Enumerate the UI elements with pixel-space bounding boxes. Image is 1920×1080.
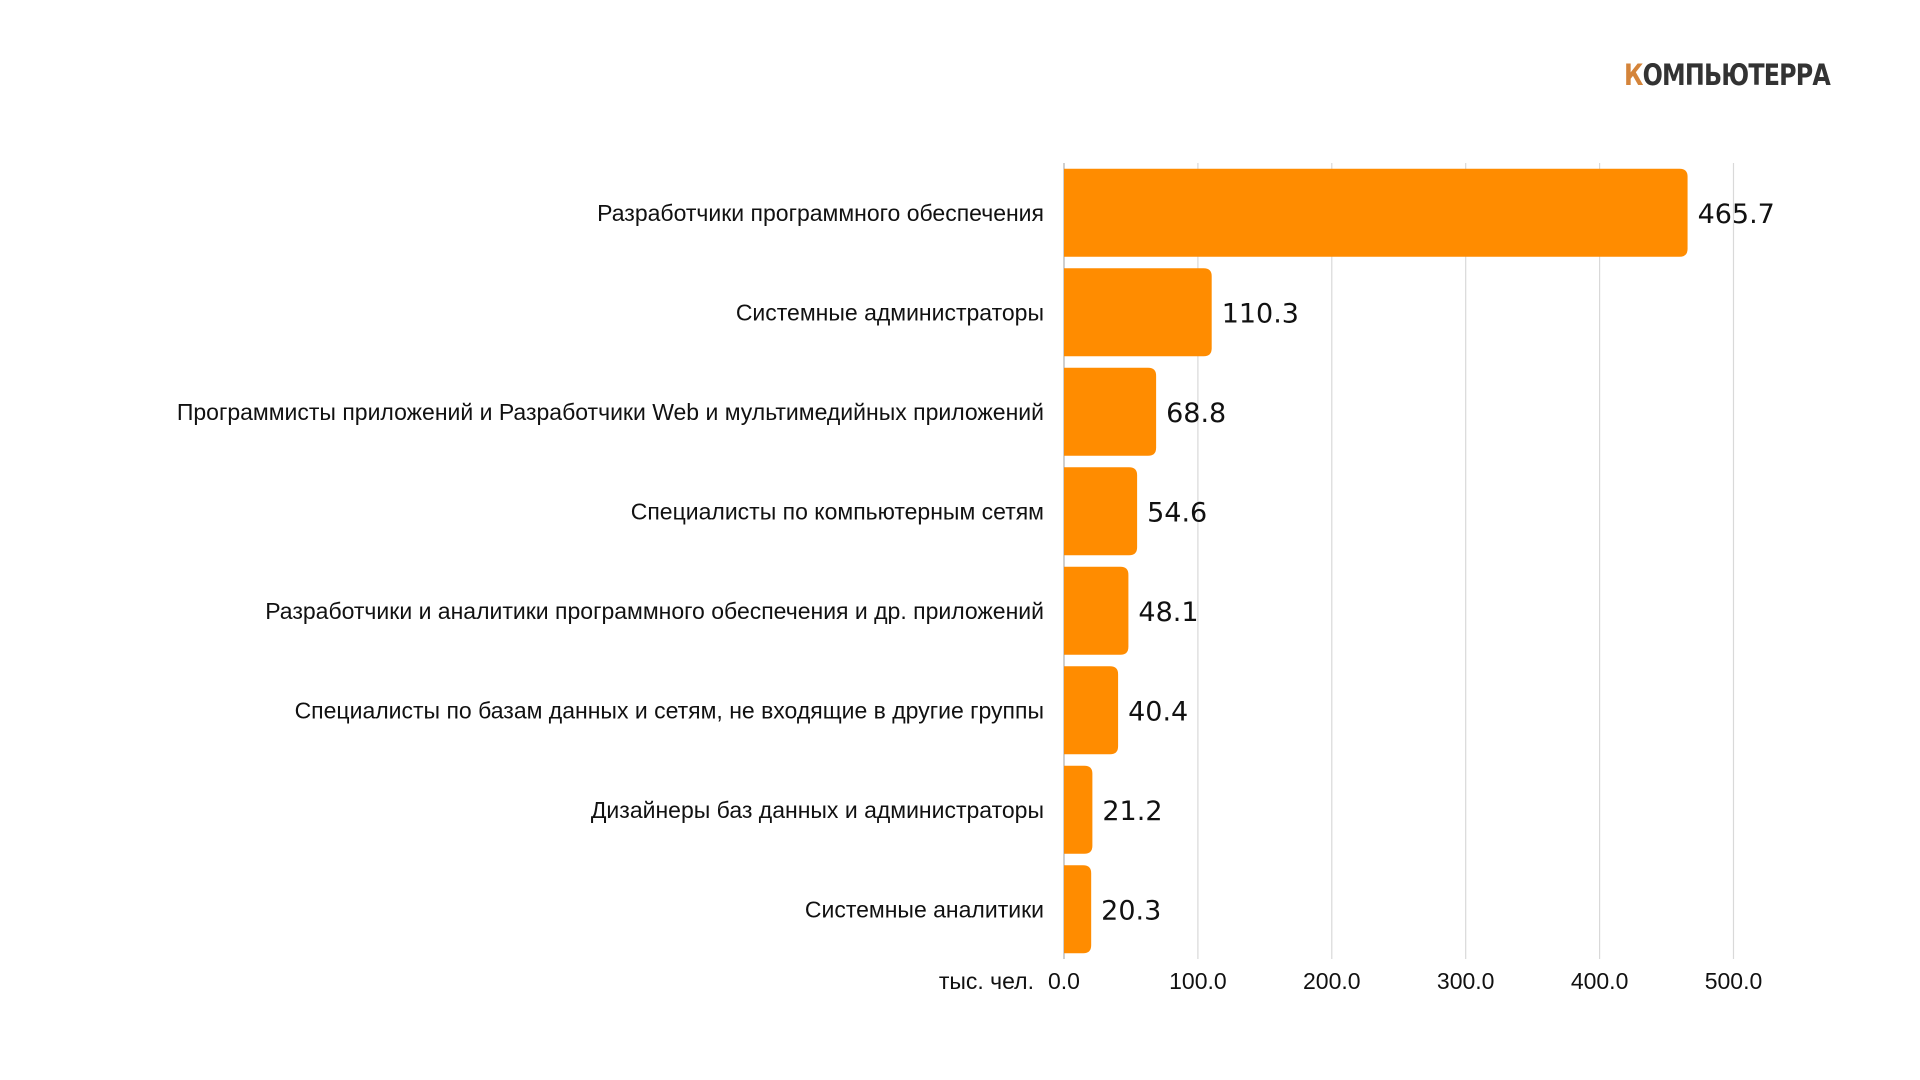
bar — [1064, 666, 1119, 755]
x-axis-unit-label: тыс. чел. — [939, 968, 1034, 994]
value-label: 21.2 — [1102, 796, 1162, 827]
category-label: Дизайнеры баз данных и администраторы — [591, 797, 1044, 823]
bar — [1064, 865, 1092, 954]
value-label: 54.6 — [1147, 497, 1207, 528]
category-label: Разработчики программного обеспечения — [597, 200, 1044, 226]
value-label: 40.4 — [1128, 696, 1188, 727]
bar — [1064, 168, 1688, 257]
bar — [1064, 268, 1212, 357]
bar — [1064, 765, 1093, 854]
value-labels: 465.7 110.3 68.8 54.6 48.1 40.4 21.2 20.3 — [1101, 199, 1775, 927]
category-label: Специалисты по базам данных и сетям, не … — [295, 697, 1044, 723]
category-labels: Разработчики программного обеспечения Сис… — [177, 200, 1044, 923]
category-label: Системные аналитики — [805, 896, 1044, 922]
x-tick-label: 500.0 — [1705, 968, 1763, 994]
value-label: 48.1 — [1138, 597, 1198, 628]
x-tick-label: 300.0 — [1437, 968, 1495, 994]
x-tick-label: 100.0 — [1169, 968, 1227, 994]
x-tick-label: 400.0 — [1571, 968, 1629, 994]
x-axis-ticks: тыс. чел. 0.0 100.0 200.0 300.0 400.0 500.0 — [939, 968, 1762, 994]
x-tick-label: 200.0 — [1303, 968, 1361, 994]
category-label: Разработчики и аналитики программного об… — [265, 598, 1044, 624]
chart-bars — [1064, 168, 1688, 954]
category-label: Системные администраторы — [736, 299, 1044, 325]
category-label: Специалисты по компьютерным сетям — [631, 498, 1044, 524]
brand-logo-rest: ОМПЬЮТЕРРА — [1642, 58, 1831, 92]
brand-logo-first-letter: К — [1624, 58, 1643, 92]
value-label: 20.3 — [1101, 895, 1161, 926]
x-tick-label: 0.0 — [1048, 968, 1080, 994]
bar — [1064, 566, 1129, 655]
value-label: 110.3 — [1222, 298, 1299, 329]
bar — [1064, 367, 1157, 456]
bar — [1064, 467, 1138, 556]
brand-logo: КОМПЬЮТЕРРА — [1624, 58, 1831, 92]
value-label: 465.7 — [1698, 199, 1775, 230]
value-label: 68.8 — [1166, 398, 1226, 429]
category-label: Программисты приложений и Разработчики W… — [177, 399, 1044, 425]
